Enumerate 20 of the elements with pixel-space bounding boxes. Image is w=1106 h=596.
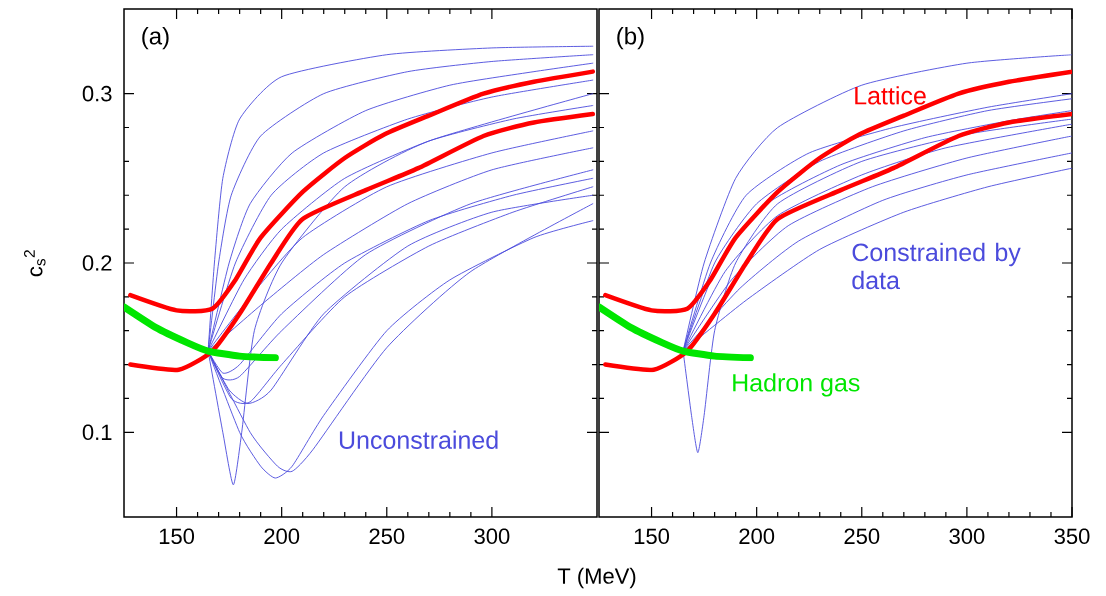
x-tick-label: 200 xyxy=(264,528,300,545)
x-tick-label: 350 xyxy=(1054,528,1090,545)
series-label: Hadron gas xyxy=(733,373,860,397)
series-label: Constrained by data xyxy=(852,242,1021,290)
annotation: (b) xyxy=(617,26,644,50)
annotation: (a) xyxy=(142,26,169,50)
y-tick-label: 0.2 xyxy=(82,255,112,271)
x-axis-title: T (MeV) xyxy=(557,567,636,589)
x-tick-label: 250 xyxy=(844,528,880,545)
x-tick-label: 250 xyxy=(369,528,405,545)
y-tick-label: 0.3 xyxy=(82,85,112,102)
x-tick-label: 300 xyxy=(474,528,510,545)
x-tick-label: 150 xyxy=(634,528,670,545)
y-axis-title: c$_{s}$2 xyxy=(23,250,46,277)
y-tick-label: 0.1 xyxy=(82,424,112,441)
x-tick-label: 200 xyxy=(739,528,775,545)
x-tick-label: 300 xyxy=(949,528,985,545)
x-tick-label: 150 xyxy=(159,528,195,545)
series-label: Lattice xyxy=(855,86,926,105)
series-label: Unconstrained xyxy=(339,430,498,449)
